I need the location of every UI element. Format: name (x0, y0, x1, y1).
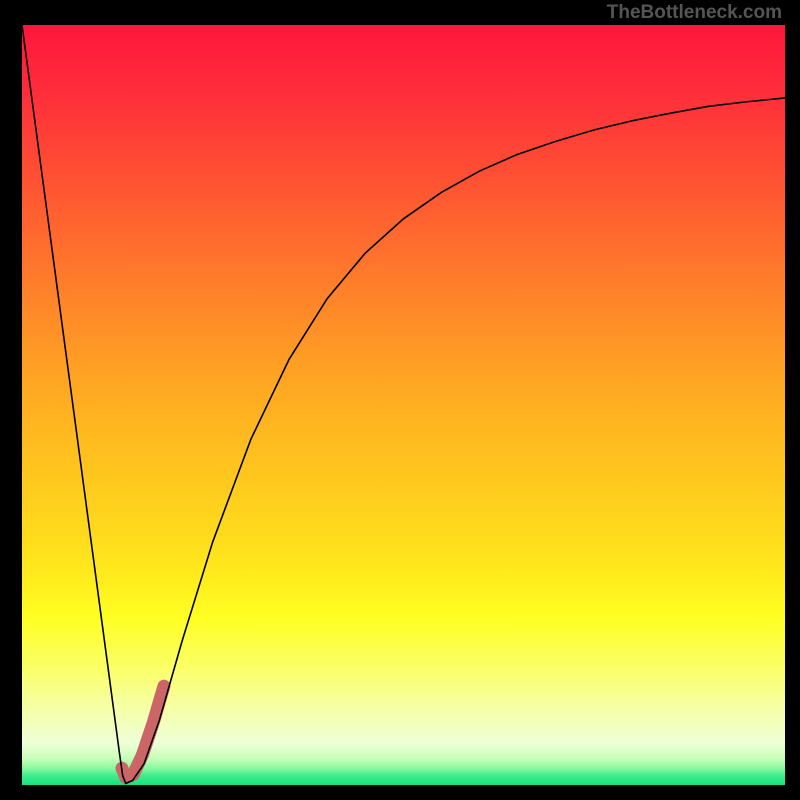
watermark-label: TheBottleneck.com (607, 2, 782, 24)
chart-container: TheBottleneck.com (0, 0, 800, 800)
bottleneck-curve-plot (22, 25, 785, 785)
gradient-background (22, 25, 785, 785)
